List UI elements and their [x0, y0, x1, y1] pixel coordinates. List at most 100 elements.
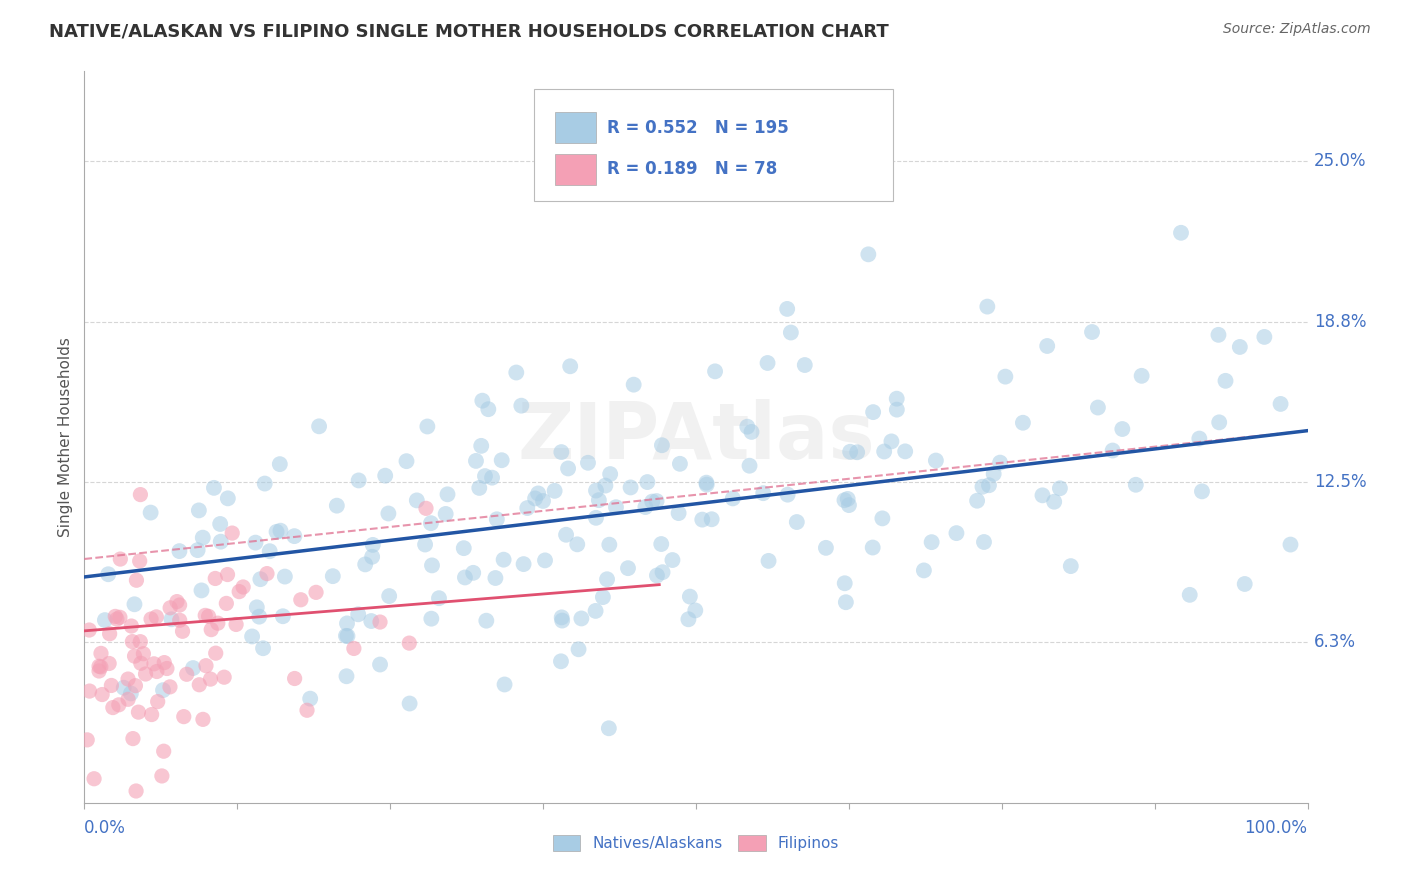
Point	[305, 585, 328, 599]
Point	[741, 425, 763, 439]
Point	[1111, 422, 1133, 436]
Point	[1233, 577, 1256, 591]
Point	[143, 657, 166, 671]
Point	[166, 594, 188, 608]
Point	[945, 526, 967, 541]
Point	[290, 592, 312, 607]
Point	[966, 493, 988, 508]
Point	[1012, 416, 1035, 430]
Point	[146, 665, 169, 679]
Point	[246, 600, 269, 615]
Point	[1178, 588, 1201, 602]
Point	[156, 661, 179, 675]
Point	[395, 454, 418, 468]
Point	[271, 609, 294, 624]
Point	[187, 503, 209, 517]
Point	[453, 541, 475, 556]
Point	[1270, 397, 1292, 411]
Point	[90, 660, 112, 674]
Point	[76, 732, 98, 747]
Text: ZIPAtlas: ZIPAtlas	[517, 399, 875, 475]
Point	[550, 610, 572, 624]
Point	[188, 678, 211, 692]
Point	[169, 613, 191, 627]
Point	[299, 691, 322, 706]
Point	[194, 658, 217, 673]
Point	[592, 590, 614, 604]
Text: NATIVE/ALASKAN VS FILIPINO SINGLE MOTHER HOUSEHOLDS CORRELATION CHART: NATIVE/ALASKAN VS FILIPINO SINGLE MOTHER…	[49, 22, 889, 40]
Point	[481, 471, 503, 485]
Point	[510, 399, 533, 413]
Point	[838, 498, 860, 512]
Point	[650, 537, 672, 551]
Point	[700, 512, 723, 526]
Point	[212, 670, 235, 684]
Point	[160, 612, 183, 626]
Point	[125, 573, 148, 587]
Point	[886, 402, 908, 417]
Point	[368, 615, 391, 629]
Point	[925, 453, 948, 467]
Point	[555, 527, 578, 541]
Point	[427, 591, 450, 606]
Point	[107, 698, 129, 712]
Point	[976, 300, 998, 314]
Point	[159, 680, 181, 694]
Text: R = 0.552   N = 195: R = 0.552 N = 195	[607, 119, 789, 136]
Point	[894, 444, 917, 458]
Point	[266, 524, 288, 539]
Point	[247, 609, 270, 624]
Point	[169, 544, 191, 558]
Point	[197, 609, 219, 624]
Point	[83, 772, 105, 786]
Point	[145, 610, 167, 624]
Point	[252, 641, 274, 656]
Point	[862, 541, 884, 555]
Point	[1081, 325, 1104, 339]
Point	[117, 672, 139, 686]
Point	[374, 468, 396, 483]
Point	[101, 700, 124, 714]
Point	[232, 580, 254, 594]
Point	[779, 326, 801, 340]
Point	[128, 554, 150, 568]
Point	[1031, 488, 1053, 502]
Point	[269, 524, 291, 538]
Point	[557, 461, 579, 475]
Point	[599, 467, 621, 481]
Point	[217, 567, 239, 582]
Point	[181, 661, 204, 675]
Point	[79, 684, 101, 698]
Point	[1087, 401, 1109, 415]
Point	[135, 667, 157, 681]
Point	[150, 769, 173, 783]
Point	[669, 457, 692, 471]
Text: 25.0%: 25.0%	[1313, 153, 1367, 170]
Point	[1208, 415, 1230, 429]
Point	[308, 419, 330, 434]
Point	[256, 566, 278, 581]
Point	[1229, 340, 1251, 354]
Text: Source: ZipAtlas.com: Source: ZipAtlas.com	[1223, 22, 1371, 37]
Point	[420, 612, 443, 626]
Point	[94, 613, 117, 627]
Point	[436, 487, 458, 501]
Point	[152, 744, 174, 758]
Point	[550, 654, 572, 668]
Point	[398, 697, 420, 711]
Point	[1049, 481, 1071, 495]
Point	[454, 570, 477, 584]
Point	[973, 535, 995, 549]
Point	[1125, 477, 1147, 491]
Point	[77, 623, 100, 637]
Point	[623, 377, 645, 392]
Point	[343, 641, 366, 656]
Point	[269, 457, 291, 471]
Point	[295, 703, 318, 717]
Point	[645, 568, 668, 582]
Point	[485, 512, 508, 526]
Point	[98, 626, 121, 640]
Point	[595, 478, 617, 492]
Point	[253, 476, 276, 491]
Point	[651, 438, 673, 452]
